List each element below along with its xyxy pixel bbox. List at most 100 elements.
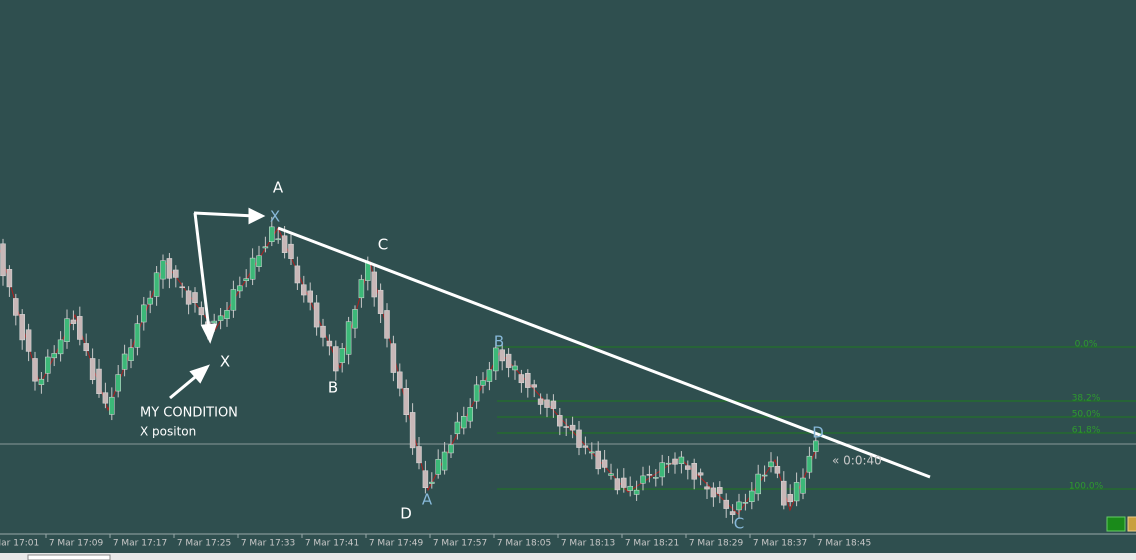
candle-body xyxy=(774,466,781,474)
indicator-button[interactable] xyxy=(1106,516,1126,532)
candle-body xyxy=(109,396,115,415)
candle-body xyxy=(358,279,365,299)
fib-label: 0.0% xyxy=(1075,340,1098,350)
tab[interactable] xyxy=(27,554,111,560)
candle-body xyxy=(371,271,377,298)
candle-body xyxy=(704,486,710,490)
candle-body xyxy=(537,398,544,405)
time-label: 7 Mar 18:13 xyxy=(561,539,615,549)
candle-body xyxy=(25,329,32,352)
candle-body xyxy=(115,374,121,392)
candle-body xyxy=(710,487,717,498)
candle-body xyxy=(237,285,243,292)
candle-body xyxy=(333,346,339,372)
annotation: MY CONDITION xyxy=(140,406,238,421)
candle-body xyxy=(646,474,653,476)
candle-body xyxy=(288,243,294,259)
candle-body xyxy=(525,372,531,388)
candle-body xyxy=(269,226,275,243)
candle-body xyxy=(659,462,665,478)
candle-body xyxy=(518,374,525,384)
annotation: A xyxy=(273,179,284,197)
candle-body xyxy=(147,297,153,305)
candle-body xyxy=(640,475,646,484)
time-label: 7 Mar 17:01 xyxy=(0,539,39,549)
candle-body xyxy=(717,487,723,494)
candle-body xyxy=(473,384,480,402)
pattern-label: B xyxy=(494,333,504,351)
time-label: 7 Mar 18:45 xyxy=(817,539,871,549)
candle-body xyxy=(557,415,563,427)
candle-body xyxy=(365,261,371,281)
candle-body xyxy=(256,255,262,267)
candle-body xyxy=(499,349,505,362)
candle-body xyxy=(6,269,13,288)
time-label: 7 Mar 17:49 xyxy=(369,539,424,549)
candle-body xyxy=(781,480,787,506)
candle-body xyxy=(589,451,595,454)
candle-body xyxy=(89,358,96,380)
candle-body xyxy=(0,243,6,277)
candle-body xyxy=(320,325,326,338)
time-label: 7 Mar 18:37 xyxy=(753,539,807,549)
pattern-label: A xyxy=(422,491,433,509)
candle-body xyxy=(352,309,358,329)
candle-body xyxy=(800,477,806,494)
candle-body xyxy=(723,499,729,509)
candle-body xyxy=(128,347,134,361)
candle-body xyxy=(685,465,691,470)
time-axis: 7 Mar 17:01 7 Mar 17:09 7 Mar 17:17 7 Mar 1… xyxy=(0,534,871,549)
candle-body xyxy=(761,474,768,477)
candle-body xyxy=(384,310,390,339)
annotation: B xyxy=(328,379,338,397)
time-label: 7 Mar 17:17 xyxy=(113,539,167,549)
candle-body xyxy=(38,378,45,385)
candle-body xyxy=(729,511,736,515)
time-label: 7 Mar 18:05 xyxy=(497,539,551,549)
candle-body xyxy=(429,481,435,484)
candle-body xyxy=(653,477,659,479)
candle-body xyxy=(448,444,454,454)
candle-body xyxy=(806,455,813,473)
indicator-button[interactable] xyxy=(1127,516,1136,532)
candle-body xyxy=(13,298,19,316)
pattern-label: D xyxy=(812,424,824,442)
candle-body xyxy=(64,318,70,342)
candle-body xyxy=(345,321,352,355)
fib-label: 38.2% xyxy=(1072,394,1101,404)
candle-body xyxy=(550,400,557,409)
candle-body xyxy=(742,502,749,504)
candle-body xyxy=(563,426,569,428)
candle-body xyxy=(211,320,217,324)
candle-body xyxy=(275,238,281,241)
bar-timer: « 0:0:40 xyxy=(832,454,882,468)
candle-body xyxy=(198,307,205,316)
candle-body xyxy=(601,459,608,468)
fib-label: 50.0% xyxy=(1072,410,1101,420)
candle-body xyxy=(166,258,173,279)
candle-body xyxy=(134,323,141,348)
candle-body xyxy=(576,429,582,448)
candle-body xyxy=(531,384,537,388)
candle-body xyxy=(192,292,198,304)
candle-body xyxy=(467,407,473,422)
candle-body xyxy=(230,289,237,311)
candle-body xyxy=(505,353,512,368)
tab-bar xyxy=(0,553,1136,560)
candle-body xyxy=(512,365,518,371)
candle-body xyxy=(153,272,160,297)
candle-body xyxy=(486,369,493,382)
candle-body xyxy=(569,424,576,431)
candle-body xyxy=(416,446,422,464)
candle-body xyxy=(51,353,57,359)
time-label: 7 Mar 17:57 xyxy=(433,539,487,549)
candle-body xyxy=(768,461,774,468)
candle-body xyxy=(313,302,320,328)
candle-body xyxy=(307,290,313,303)
candle-body xyxy=(595,450,601,470)
candle-body xyxy=(262,246,269,249)
candles xyxy=(0,216,819,524)
candle-body xyxy=(217,315,224,321)
candle-body xyxy=(173,269,179,278)
